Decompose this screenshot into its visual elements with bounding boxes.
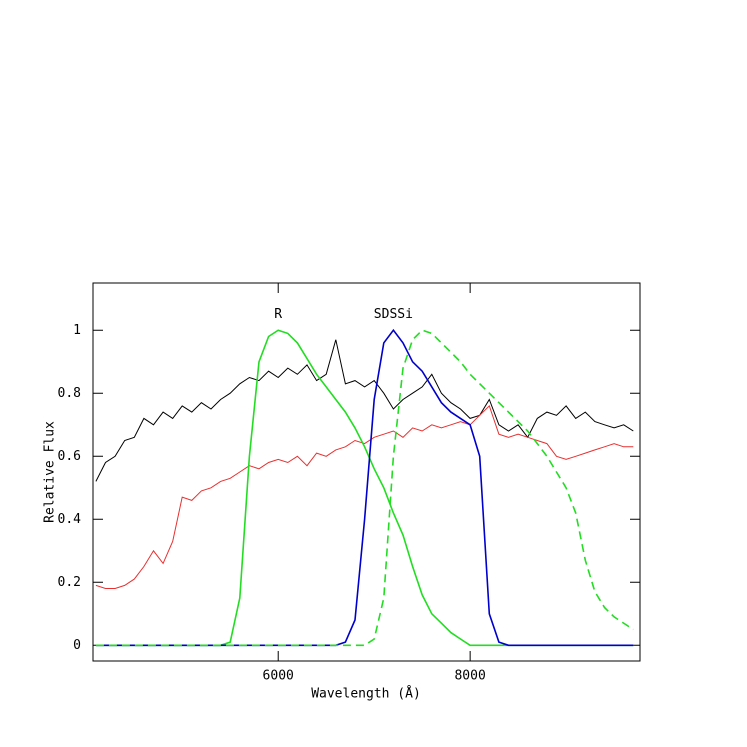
- plot-frame: [92, 282, 641, 662]
- series-label: SDSSi: [374, 307, 413, 322]
- y-tick-label: 0.2: [58, 575, 81, 590]
- series-line: [95, 329, 634, 647]
- series-line: [95, 404, 634, 589]
- y-tick-label: 0: [73, 638, 81, 653]
- series-line: [95, 329, 634, 647]
- series-line: [95, 328, 634, 647]
- x-tick-label: 8000: [454, 669, 485, 684]
- y-tick-label: 1: [73, 323, 81, 338]
- y-tick-label: 0.4: [58, 512, 82, 527]
- y-axis-label: Relative Flux: [43, 421, 58, 523]
- y-tick-label: 0.8: [58, 386, 81, 401]
- series-label: R: [274, 307, 282, 322]
- y-tick-label: 0.6: [58, 449, 81, 464]
- x-tick-label: 6000: [263, 669, 294, 684]
- x-axis-label: Wavelength (Å): [311, 686, 421, 702]
- series-line: [95, 339, 634, 482]
